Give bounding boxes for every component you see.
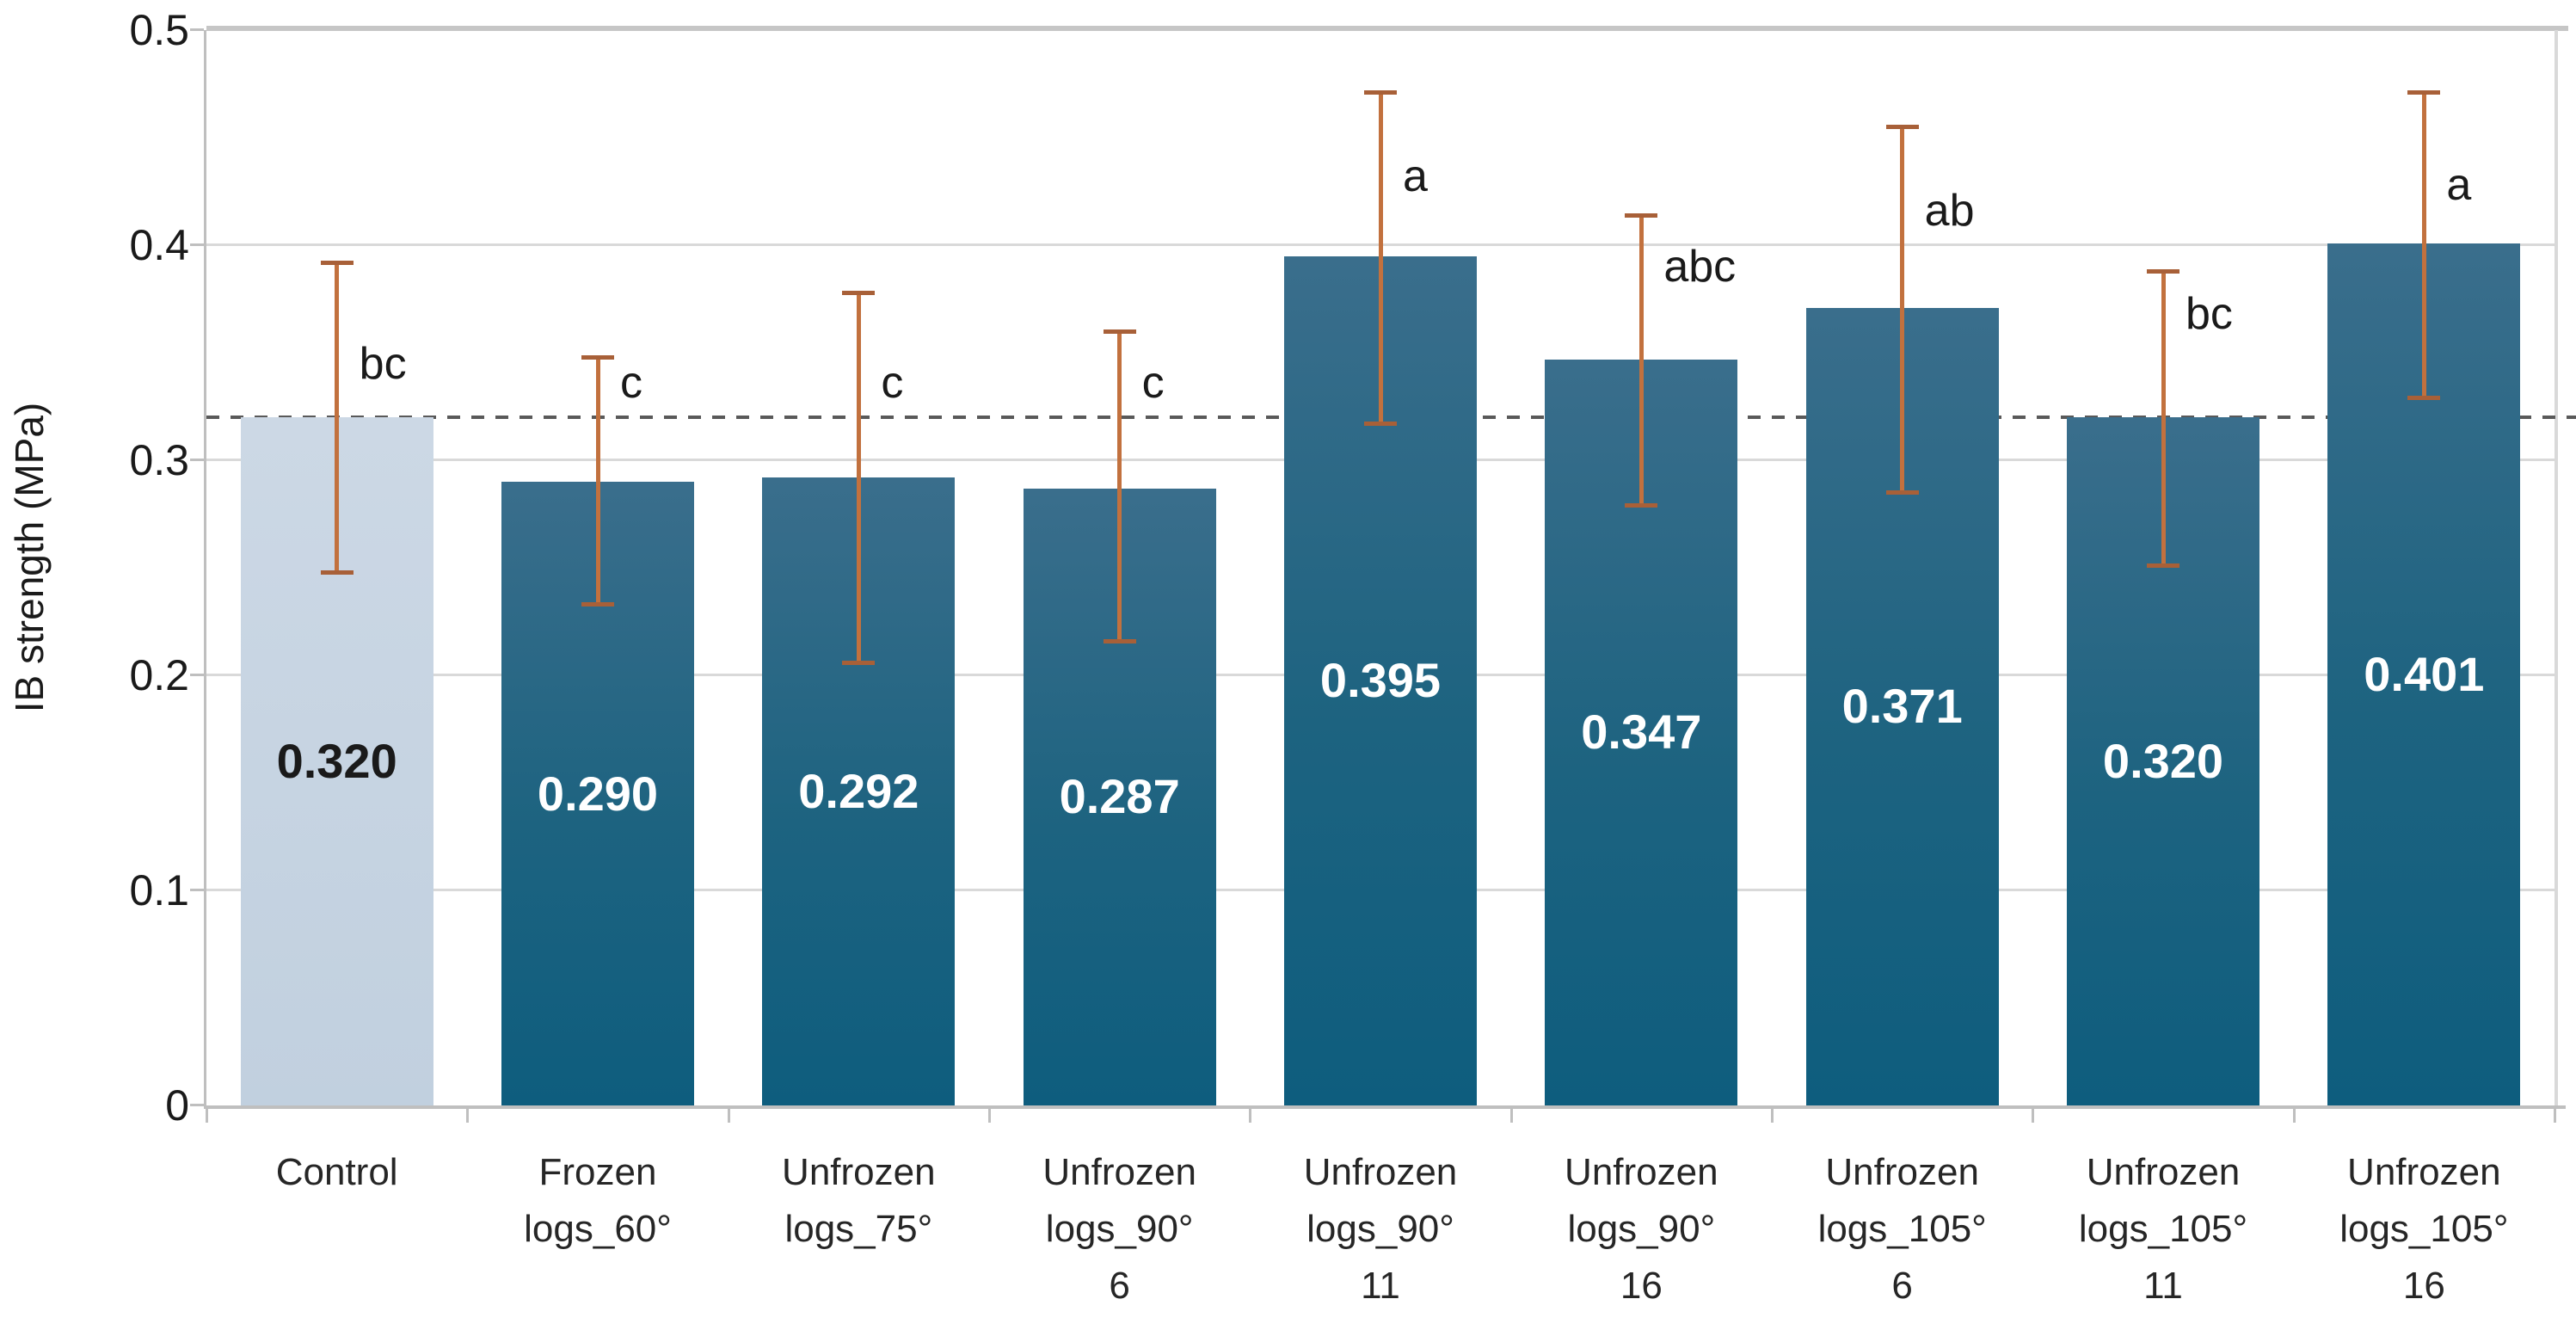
significance-letter: ab: [1924, 186, 1975, 236]
error-bar-cap-bottom: [1364, 422, 1397, 426]
y-axis-tick: [190, 889, 204, 891]
significance-letter: bc: [359, 338, 407, 389]
x-tick-label: Unfrozen logs_105° 16: [2339, 1151, 2509, 1307]
error-bar-cap-top: [1364, 90, 1397, 95]
x-tick-label: Unfrozen logs_90° 16: [1565, 1151, 1718, 1307]
error-bar: [856, 292, 861, 662]
significance-letter: c: [620, 358, 642, 408]
y-tick-label: 0.1: [129, 866, 189, 914]
significance-letter: a: [2446, 160, 2472, 210]
error-bar-cap-bottom: [2407, 396, 2441, 400]
error-bar: [595, 357, 600, 605]
x-tick-label: Unfrozen logs_90° 11: [1303, 1151, 1458, 1307]
error-bar-cap-top: [581, 354, 614, 360]
error-bar-cap-bottom: [320, 569, 354, 575]
y-tick-label: 0.4: [129, 221, 189, 269]
error-bar: [1378, 92, 1383, 424]
y-axis-tick: [190, 674, 204, 676]
bar-value-label: 0.371: [1841, 679, 1963, 734]
bar-value-label: 0.320: [2102, 734, 2224, 788]
bar-value-label: 0.320: [276, 734, 397, 788]
y-tick-label: 0: [165, 1081, 189, 1130]
x-axis-tick: [1509, 1109, 1513, 1123]
error-bar-cap-top: [1885, 125, 1919, 129]
error-bar: [2421, 92, 2426, 398]
x-tick-label: Frozen logs_60°: [524, 1151, 672, 1250]
x-tick-label: Unfrozen logs_105° 11: [2078, 1151, 2248, 1307]
x-axis-line: [204, 1105, 2567, 1109]
error-bar-cap-bottom: [1625, 503, 1658, 508]
x-tick-label: Control: [275, 1151, 398, 1193]
x-axis-tick: [2554, 1109, 2556, 1123]
significance-letter: a: [1403, 151, 1428, 201]
bar-value-label: 0.395: [1319, 653, 1442, 708]
x-axis-tick: [466, 1109, 470, 1123]
x-axis-tick: [988, 1109, 991, 1123]
significance-letter: c: [1141, 358, 1165, 408]
bar-value-label: 0.347: [1581, 705, 1702, 760]
x-axis-tick: [1771, 1109, 1774, 1123]
y-axis-line: [204, 30, 206, 1105]
bar-value-label: 0.287: [1059, 769, 1180, 824]
error-bar-cap-top: [1103, 329, 1136, 334]
bar-value-label: 0.290: [537, 766, 659, 821]
significance-letter: c: [881, 358, 904, 408]
significance-letter: bc: [2186, 289, 2233, 339]
x-tick-label: Unfrozen logs_75°: [782, 1151, 936, 1250]
significance-letter: abc: [1663, 242, 1737, 292]
error-bar: [2161, 271, 2166, 566]
x-axis-tick: [2292, 1109, 2296, 1123]
bar-value-label: 0.401: [2364, 646, 2485, 701]
y-tick-label: 0.2: [129, 651, 189, 699]
x-tick-label: Unfrozen logs_105° 6: [1817, 1151, 1987, 1307]
error-bar: [1900, 126, 1905, 493]
error-bar-cap-top: [2407, 90, 2441, 95]
error-bar-cap-bottom: [1103, 638, 1136, 643]
bar-value-label: 0.292: [798, 764, 919, 818]
y-axis-tick: [190, 1104, 204, 1106]
plot-right-border: [2554, 30, 2558, 1105]
error-bar: [1117, 331, 1122, 641]
plot-area: 0 0.1 0.2 0.3 0.4 0.5 0.320 bc 0.290 c 0.292 c 0.287…: [129, 6, 2576, 1130]
x-axis-tick: [727, 1109, 730, 1123]
x-tick-label: Unfrozen logs_90° 6: [1042, 1151, 1196, 1307]
x-axis-tick: [206, 1109, 208, 1123]
y-axis-tick: [190, 28, 204, 31]
error-bar: [335, 262, 340, 572]
x-axis-tick: [2032, 1109, 2035, 1123]
error-bar-cap-top: [842, 290, 876, 295]
error-bar-cap-bottom: [1885, 490, 1919, 495]
error-bar-cap-top: [1625, 212, 1658, 218]
error-bar: [1638, 215, 1644, 506]
error-bar-cap-bottom: [581, 602, 614, 606]
error-bar-cap-bottom: [2147, 563, 2179, 568]
plot-top-border: [206, 26, 2569, 31]
y-tick-label: 0.5: [129, 6, 189, 54]
error-bar-cap-bottom: [842, 660, 876, 665]
y-axis-tick: [190, 459, 204, 461]
x-axis-tick: [1249, 1109, 1252, 1123]
y-tick-label: 0.3: [129, 436, 189, 484]
y-axis-tick: [190, 243, 204, 246]
error-bar-cap-top: [2147, 268, 2179, 274]
error-bar-cap-top: [320, 260, 354, 265]
